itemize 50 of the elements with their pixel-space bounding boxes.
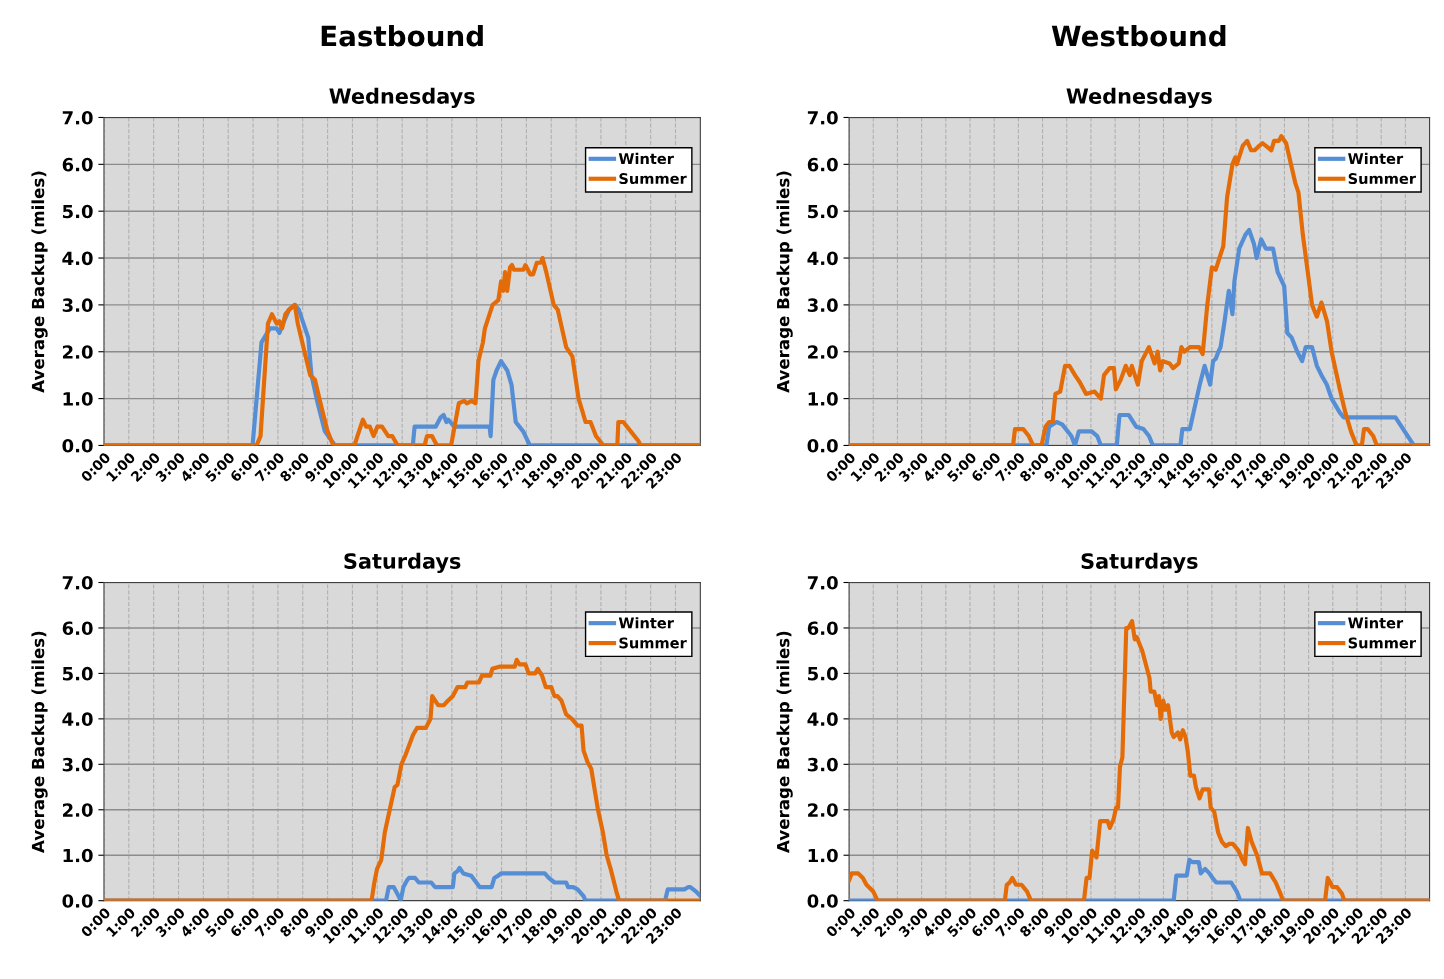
y-axis-title: Average Backup (miles) <box>31 171 48 393</box>
y-tick-label: 3.0 <box>62 298 93 313</box>
legend-label: Winter <box>1348 617 1404 629</box>
y-tick-label: 6.0 <box>62 621 93 636</box>
chart-title: Saturdays <box>344 552 461 574</box>
y-tick-label: 7.0 <box>62 575 93 590</box>
legend-label: Winter <box>618 617 674 629</box>
y-tick-label: 6.0 <box>807 157 838 172</box>
y-tick-label: 2.0 <box>63 345 93 359</box>
chart-title: Eastbound <box>321 25 483 47</box>
y-axis-title: Average Backup (miles) <box>776 171 793 393</box>
legend-label: Summer <box>619 637 687 649</box>
chart-subtitle: Wednesdays <box>329 87 475 109</box>
chart-title: Westbound <box>1051 25 1226 47</box>
y-tick-label: 5.0 <box>62 204 93 219</box>
y-tick-label: 3.0 <box>807 298 838 313</box>
y-tick-label: 3.0 <box>807 757 838 772</box>
legend-label: Summer <box>1348 173 1416 185</box>
y-tick-label: 2.0 <box>808 803 838 817</box>
y-tick-label: 2.0 <box>63 803 93 817</box>
y-tick-label: 7.0 <box>807 110 838 125</box>
y-tick-label: 7.0 <box>62 110 93 125</box>
y-tick-label: 5.0 <box>808 666 838 681</box>
y-tick-label: 5.0 <box>808 204 838 219</box>
y-tick-label: 2.0 <box>808 345 838 359</box>
y-tick-label: 1.0 <box>63 848 93 863</box>
legend-label: Summer <box>619 173 687 185</box>
y-axis-title: Average Backup (miles) <box>31 631 48 853</box>
legend-label: Summer <box>1348 637 1416 649</box>
chart-subtitle: Wednesdays <box>1066 87 1212 109</box>
y-tick-label: 0.0 <box>807 894 838 908</box>
y-tick-label: 7.0 <box>807 575 838 590</box>
y-tick-label: 4.0 <box>807 712 838 726</box>
y-tick-label: 0.0 <box>62 894 93 908</box>
y-tick-label: 0.0 <box>807 438 838 453</box>
y-tick-label: 0.0 <box>62 438 93 453</box>
legend-label: Winter <box>1348 152 1404 165</box>
y-tick-label: 6.0 <box>62 157 93 172</box>
legend-label: Winter <box>618 152 674 165</box>
y-tick-label: 4.0 <box>62 712 93 726</box>
y-tick-label: 1.0 <box>808 392 838 406</box>
y-tick-label: 5.0 <box>62 666 93 681</box>
y-tick-label: 1.0 <box>808 848 838 863</box>
y-tick-label: 4.0 <box>807 251 838 266</box>
chart-title: Saturdays <box>1081 552 1198 574</box>
y-tick-label: 4.0 <box>62 251 93 266</box>
y-tick-label: 3.0 <box>62 757 93 772</box>
y-axis-title: Average Backup (miles) <box>776 631 793 853</box>
y-tick-label: 1.0 <box>63 392 93 406</box>
y-tick-label: 6.0 <box>807 621 838 636</box>
